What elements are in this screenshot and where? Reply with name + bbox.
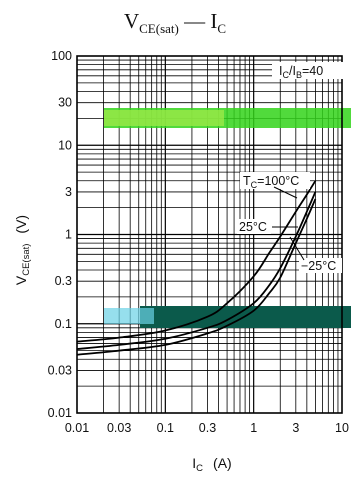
series-label-25c: 25°C (237, 219, 298, 234)
x-tick-label: 1 (250, 421, 257, 435)
image-artifact-bands (104, 108, 351, 328)
y-tick-labels: 0.01 0.03 0.1 0.3 1 3 10 30 100 (48, 49, 72, 420)
plot-frame (76, 55, 343, 414)
x-tick-label: 0.3 (199, 421, 216, 435)
chart-title: VCE(sat) — IC (124, 9, 226, 36)
y-tick-label: 1 (65, 228, 72, 242)
y-tick-label: 0.1 (55, 317, 72, 331)
series-label-neg25c: −25°C (289, 236, 342, 273)
y-tick-label: 100 (51, 49, 72, 63)
y-tick-label: 0.01 (48, 406, 72, 420)
svg-text:VCE(sat) — IC: VCE(sat) — IC (124, 9, 226, 36)
y-tick-label: 0.03 (48, 363, 72, 377)
svg-text:VCE(sat)(V): VCE(sat)(V) (13, 215, 32, 285)
y-tick-label: 0.3 (55, 274, 72, 288)
svg-text:25°C: 25°C (239, 220, 267, 234)
y-tick-label: 30 (58, 96, 72, 110)
svg-text:−25°C: −25°C (301, 259, 336, 273)
x-axis-label: IC (A) (192, 455, 231, 474)
series-line-0 (76, 180, 317, 343)
x-tick-label: 0.01 (65, 421, 89, 435)
y-axis-label: VCE(sat)(V) (13, 215, 32, 285)
series-line-2 (76, 198, 317, 356)
svg-text:TC=100°C: TC=100°C (243, 174, 299, 190)
x-tick-labels: 0.01 0.03 0.1 0.3 1 3 10 (65, 421, 349, 435)
svg-text:IC/IB=40: IC/IB=40 (279, 64, 323, 80)
x-tick-label: 3 (292, 421, 299, 435)
series-line-1 (76, 191, 317, 350)
x-tick-label: 0.1 (157, 421, 174, 435)
x-tick-label: 10 (335, 421, 349, 435)
x-tick-label: 0.03 (107, 421, 131, 435)
y-tick-label: 10 (58, 138, 72, 152)
y-tick-label: 3 (65, 185, 72, 199)
condition-label: IC/IB=40 (272, 62, 350, 80)
data-curves (76, 180, 317, 356)
series-label-100c: TC=100°C (240, 172, 310, 199)
svg-text:IC(A): IC (A) (192, 455, 231, 474)
